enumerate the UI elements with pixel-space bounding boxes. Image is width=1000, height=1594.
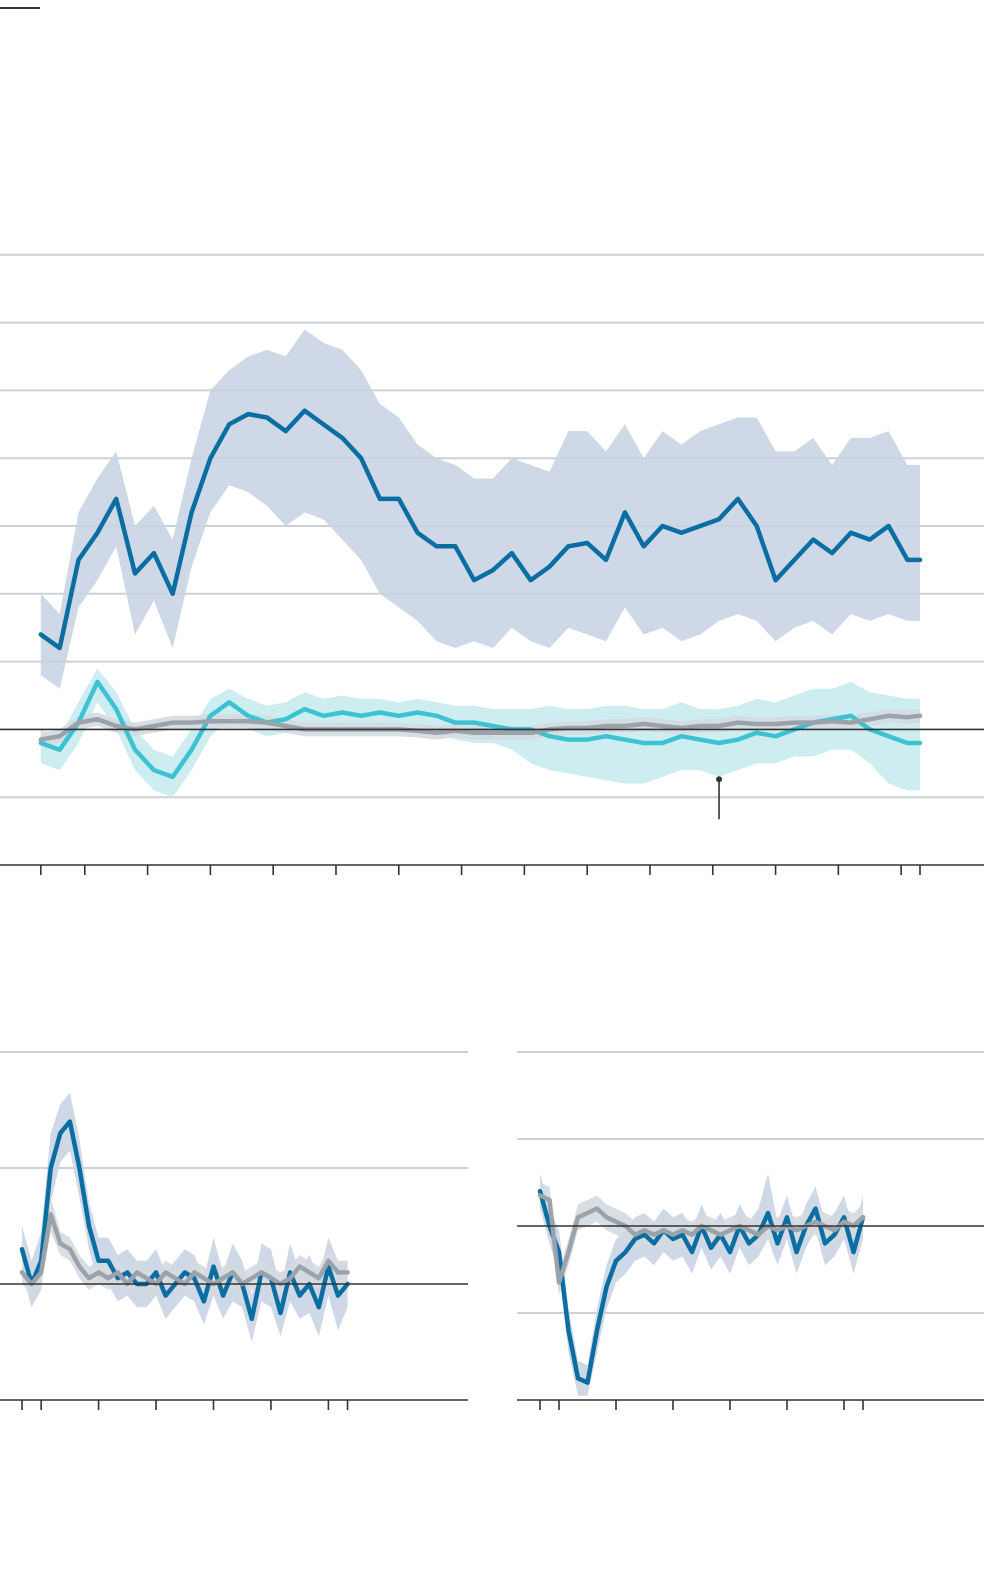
series-line-dark-blue <box>19 1119 350 1322</box>
confidence-band-gray <box>540 1182 863 1296</box>
series-line-dark-blue <box>38 408 923 651</box>
annotation-dot <box>716 776 723 783</box>
series-line-cyan <box>38 679 923 780</box>
chart-bottom-left <box>0 1051 468 1410</box>
series-line-gray <box>38 713 923 742</box>
chart-bottom-right <box>517 1051 984 1410</box>
confidence-band-dark-blue <box>40 329 921 689</box>
chart-top <box>0 253 984 875</box>
confidence-band-gray <box>22 1197 348 1296</box>
